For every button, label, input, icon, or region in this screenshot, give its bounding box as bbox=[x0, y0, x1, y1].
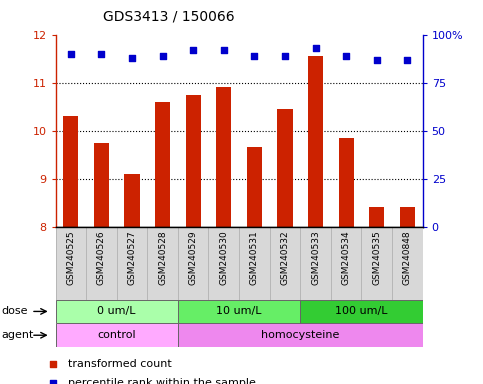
Point bbox=[49, 380, 57, 384]
Bar bbox=[155, 102, 170, 227]
Point bbox=[98, 51, 105, 57]
Text: agent: agent bbox=[1, 330, 33, 340]
Point bbox=[312, 45, 319, 51]
Text: GSM240528: GSM240528 bbox=[158, 230, 167, 285]
Text: GSM240526: GSM240526 bbox=[97, 230, 106, 285]
Bar bbox=[277, 109, 293, 227]
Text: dose: dose bbox=[1, 306, 28, 316]
Text: GSM240531: GSM240531 bbox=[250, 230, 259, 285]
Point bbox=[251, 53, 258, 59]
Text: GDS3413 / 150066: GDS3413 / 150066 bbox=[103, 10, 235, 23]
Bar bbox=[94, 142, 109, 227]
Text: GSM240535: GSM240535 bbox=[372, 230, 381, 285]
Point bbox=[403, 56, 411, 63]
Bar bbox=[125, 174, 140, 227]
Text: GSM240532: GSM240532 bbox=[281, 230, 289, 285]
Point bbox=[373, 56, 381, 63]
Bar bbox=[178, 300, 300, 323]
Text: 0 um/L: 0 um/L bbox=[98, 306, 136, 316]
Point bbox=[342, 53, 350, 59]
Bar bbox=[63, 116, 78, 227]
Text: percentile rank within the sample: percentile rank within the sample bbox=[68, 378, 256, 384]
Bar bbox=[308, 56, 323, 227]
Bar bbox=[300, 300, 423, 323]
Point bbox=[159, 53, 167, 59]
Text: GSM240848: GSM240848 bbox=[403, 230, 412, 285]
Bar bbox=[339, 138, 354, 227]
Text: GSM240533: GSM240533 bbox=[311, 230, 320, 285]
Text: 10 um/L: 10 um/L bbox=[216, 306, 262, 316]
Bar bbox=[247, 147, 262, 227]
Bar bbox=[56, 323, 178, 347]
Bar bbox=[56, 300, 178, 323]
Text: GSM240529: GSM240529 bbox=[189, 230, 198, 285]
Text: GSM240534: GSM240534 bbox=[341, 230, 351, 285]
Point bbox=[128, 55, 136, 61]
Text: GSM240530: GSM240530 bbox=[219, 230, 228, 285]
Text: GSM240527: GSM240527 bbox=[128, 230, 137, 285]
Point bbox=[189, 47, 197, 53]
Point bbox=[67, 51, 75, 57]
Text: 100 um/L: 100 um/L bbox=[335, 306, 388, 316]
Text: control: control bbox=[98, 330, 136, 340]
Point bbox=[49, 361, 57, 367]
Bar bbox=[178, 323, 423, 347]
Text: homocysteine: homocysteine bbox=[261, 330, 340, 340]
Bar bbox=[400, 207, 415, 227]
Text: GSM240525: GSM240525 bbox=[66, 230, 75, 285]
Bar bbox=[216, 88, 231, 227]
Bar bbox=[369, 207, 384, 227]
Text: transformed count: transformed count bbox=[68, 359, 171, 369]
Point bbox=[220, 47, 227, 53]
Point bbox=[281, 53, 289, 59]
Bar bbox=[185, 94, 201, 227]
